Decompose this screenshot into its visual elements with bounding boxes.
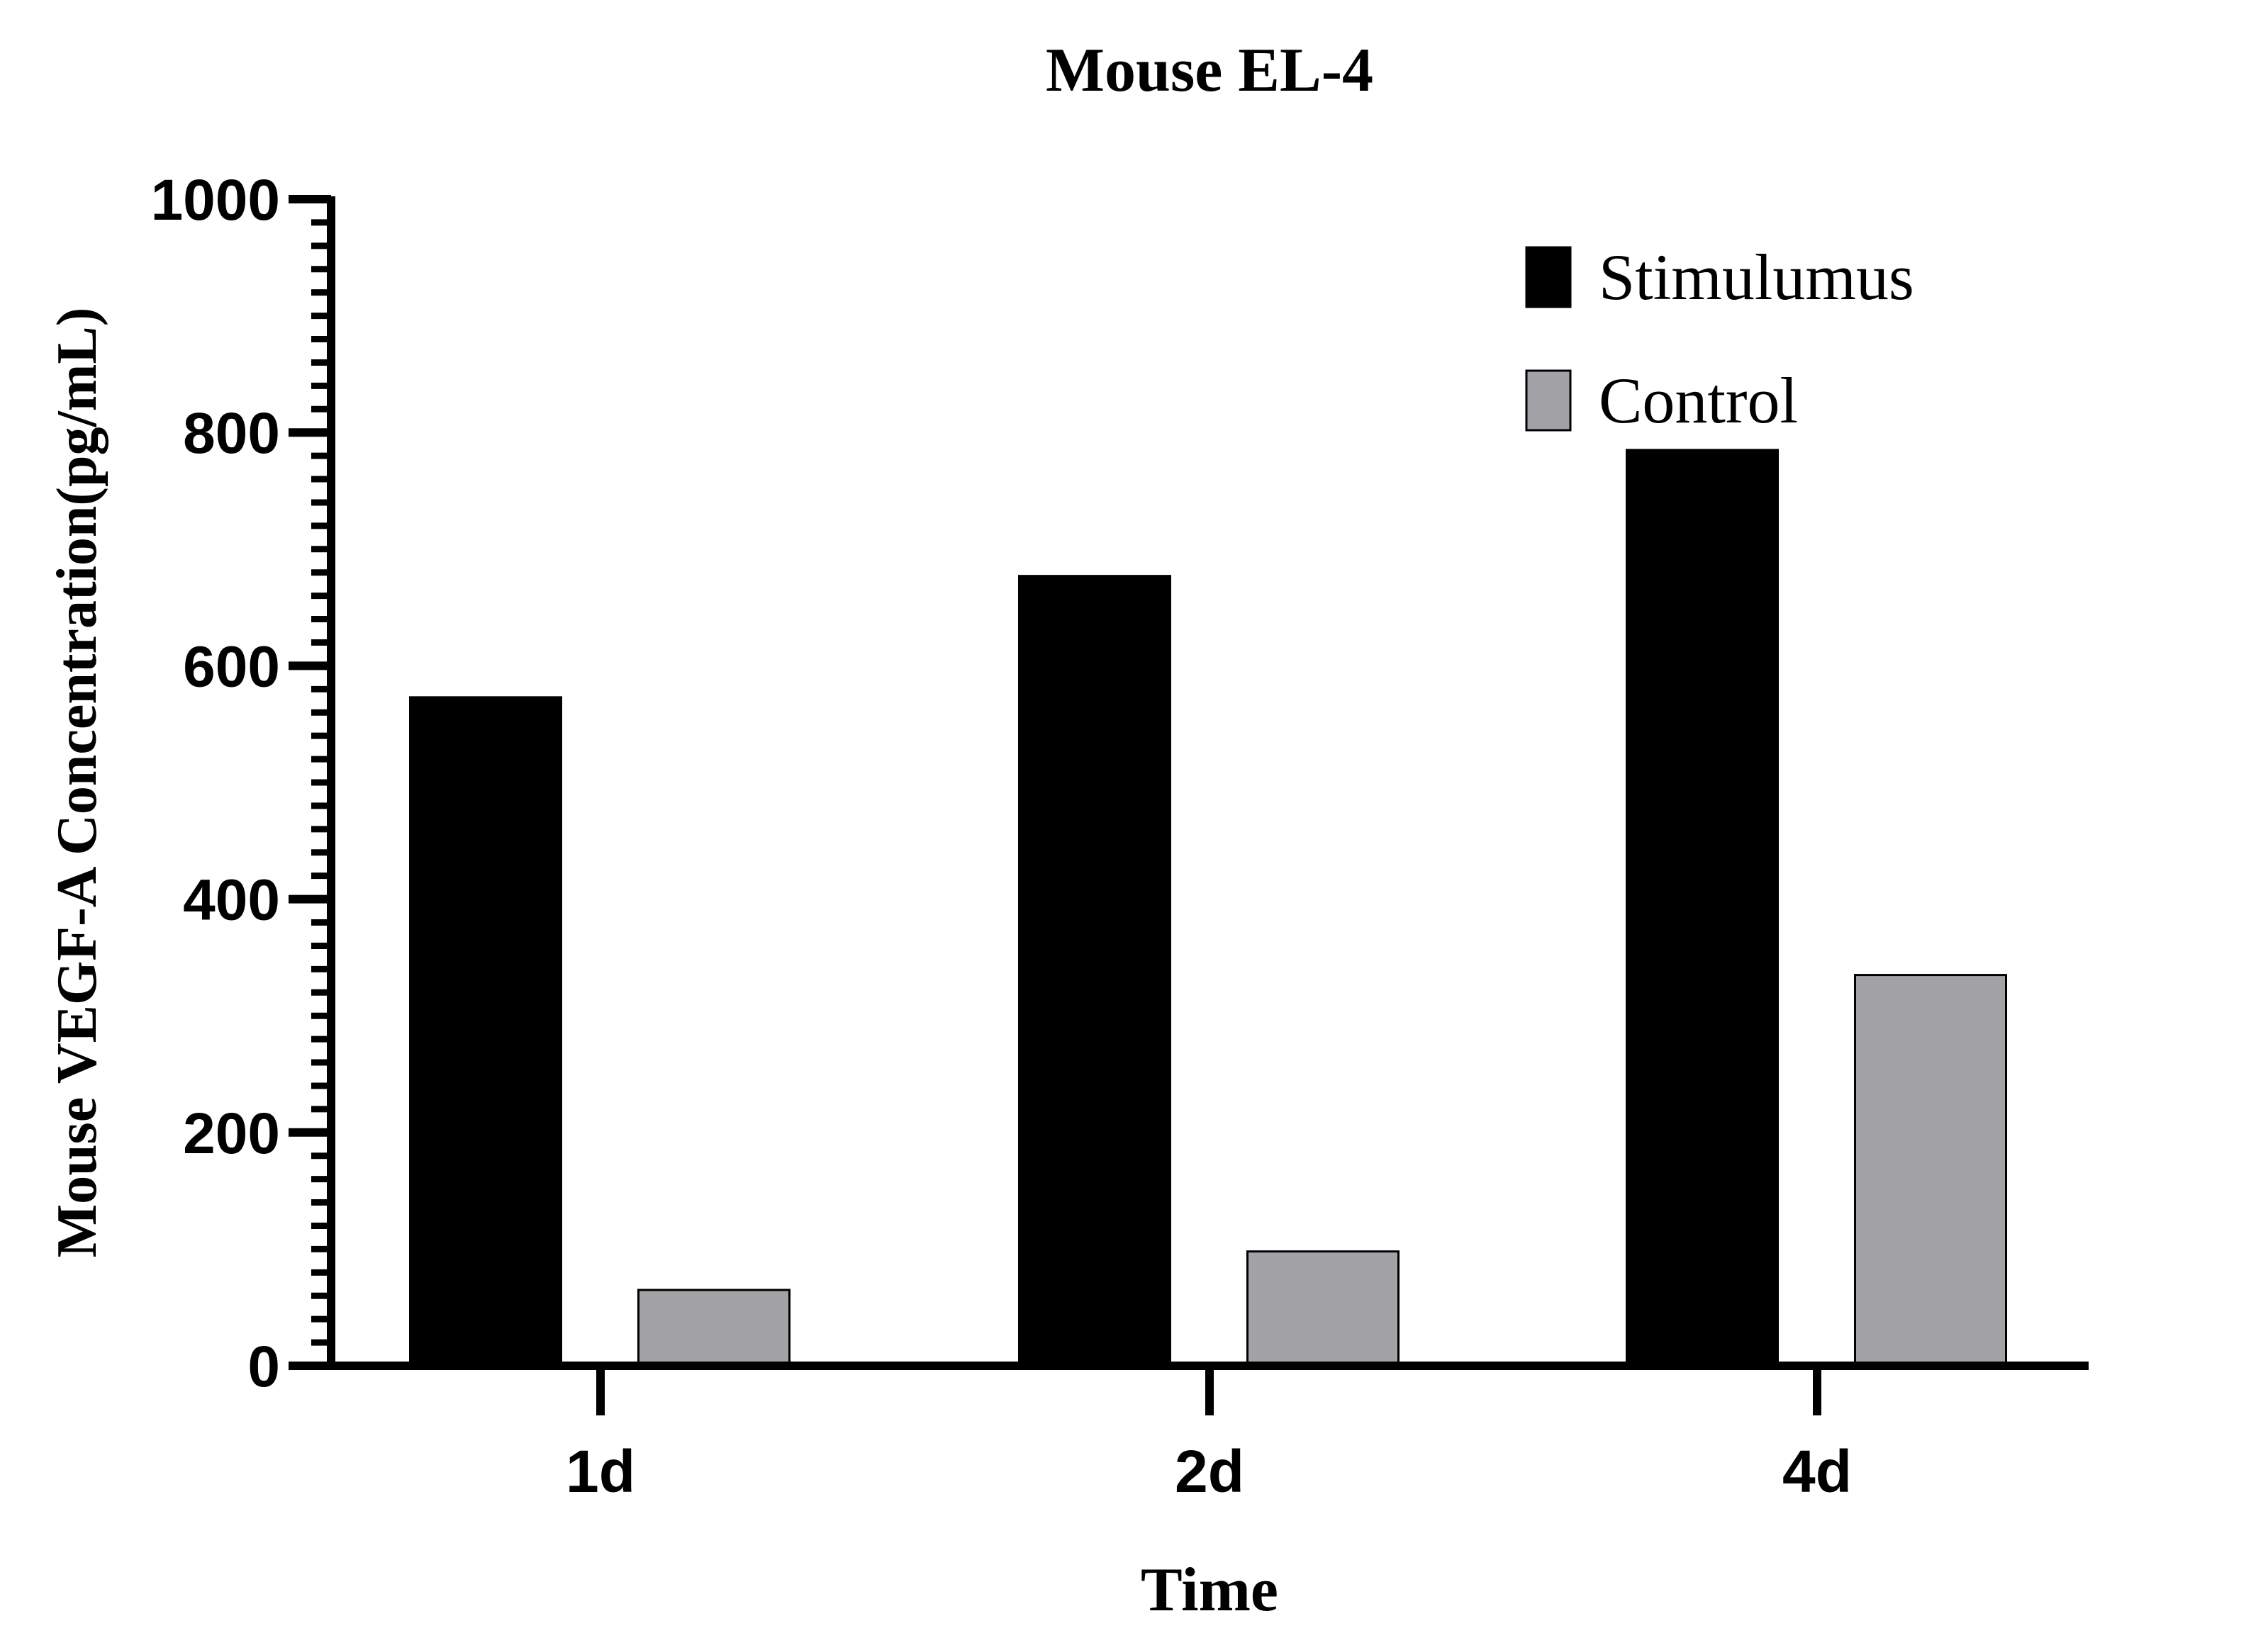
y-tick-label: 0 (247, 1335, 280, 1399)
y-tick-label: 1000 (151, 168, 280, 232)
bar-stimulumus-4d (1626, 449, 1779, 1367)
x-axis-label: Time (1141, 1556, 1278, 1624)
chart-title: Mouse EL-4 (1046, 36, 1373, 105)
x-tick-label: 4d (1782, 1438, 1852, 1505)
bar-stimulumus-1d (409, 696, 562, 1367)
y-tick-label: 800 (183, 401, 280, 466)
y-tick-label: 200 (183, 1101, 280, 1166)
legend-swatch-stimulumus (1525, 246, 1572, 308)
legend-swatch-control (1525, 369, 1572, 432)
legend-label-stimulumus: Stimulumus (1599, 241, 1914, 313)
x-tick-label: 1d (566, 1438, 635, 1505)
y-tick-label: 400 (183, 868, 280, 933)
bar-control-1d (637, 1289, 791, 1367)
legend-label-control: Control (1599, 364, 1798, 437)
bar-control-2d (1246, 1250, 1400, 1367)
x-tick-label: 2d (1175, 1438, 1244, 1505)
y-axis-label: Mouse VEGF-A Concentration(pg/mL) (46, 308, 108, 1258)
bar-control-4d (1854, 974, 2007, 1367)
bar-stimulumus-2d (1018, 575, 1171, 1367)
y-tick-label: 600 (183, 634, 280, 699)
